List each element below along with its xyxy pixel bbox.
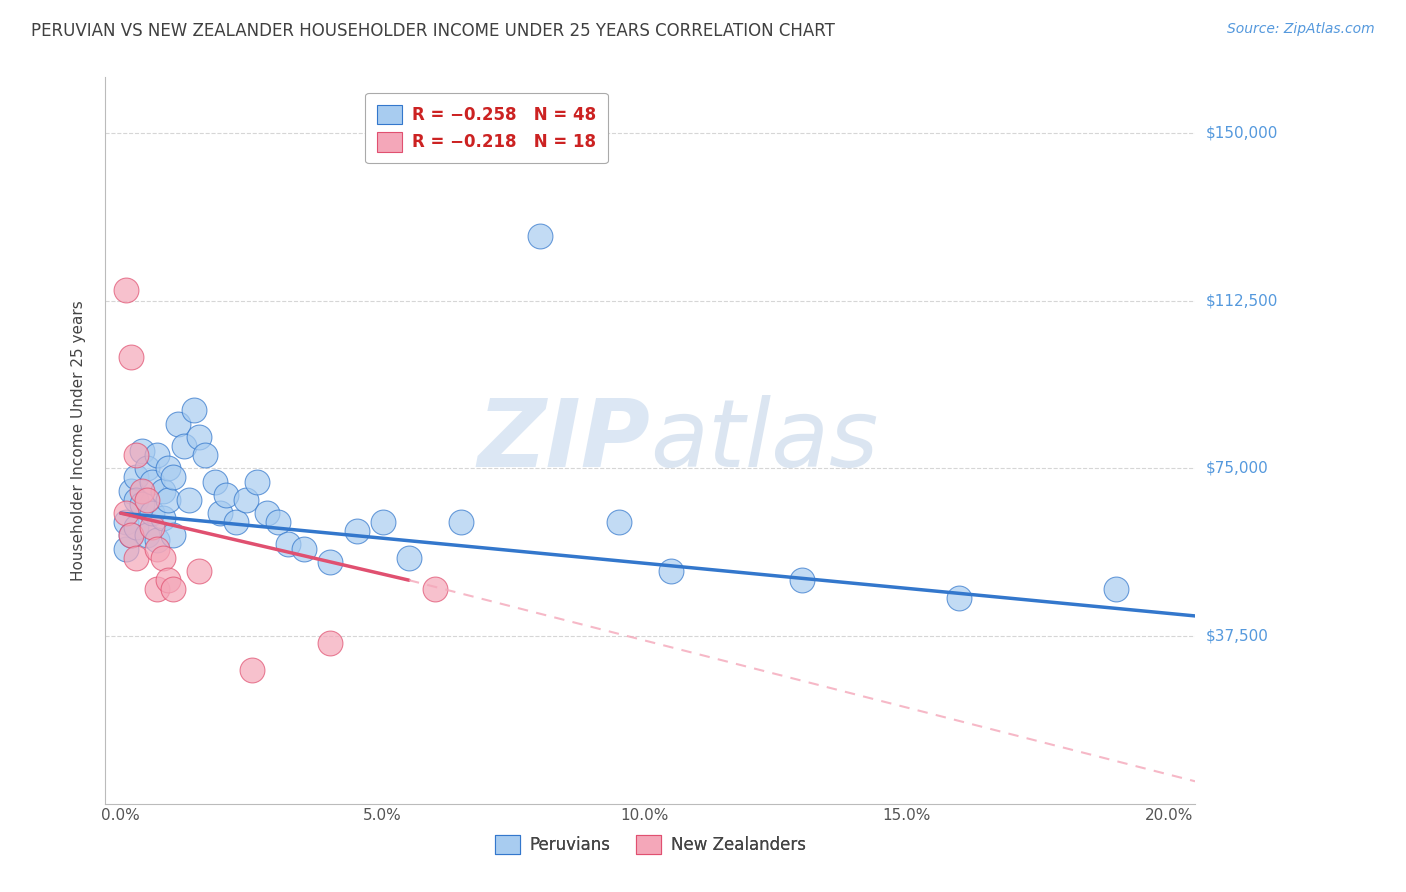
Point <box>125 448 148 462</box>
Point <box>115 506 138 520</box>
Point <box>156 461 179 475</box>
Legend: Peruvians, New Zealanders: Peruvians, New Zealanders <box>488 828 813 861</box>
Point <box>120 528 142 542</box>
Text: Source: ZipAtlas.com: Source: ZipAtlas.com <box>1227 22 1375 37</box>
Point <box>146 448 169 462</box>
Point <box>607 515 630 529</box>
Point <box>346 524 368 538</box>
Point <box>188 430 211 444</box>
Point <box>135 492 157 507</box>
Point <box>209 506 232 520</box>
Point <box>146 533 169 547</box>
Point <box>125 470 148 484</box>
Point <box>135 528 157 542</box>
Point <box>177 492 200 507</box>
Text: PERUVIAN VS NEW ZEALANDER HOUSEHOLDER INCOME UNDER 25 YEARS CORRELATION CHART: PERUVIAN VS NEW ZEALANDER HOUSEHOLDER IN… <box>31 22 835 40</box>
Point <box>659 564 682 578</box>
Point <box>204 475 226 489</box>
Point <box>120 483 142 498</box>
Point <box>115 541 138 556</box>
Point <box>790 573 813 587</box>
Point <box>141 519 163 533</box>
Point <box>267 515 290 529</box>
Point <box>183 403 205 417</box>
Point <box>120 528 142 542</box>
Point <box>214 488 236 502</box>
Point <box>156 573 179 587</box>
Point <box>152 550 174 565</box>
Point <box>152 483 174 498</box>
Point <box>225 515 247 529</box>
Point <box>948 591 970 605</box>
Point <box>188 564 211 578</box>
Point <box>319 636 342 650</box>
Point <box>162 528 184 542</box>
Point <box>131 483 153 498</box>
Point <box>115 515 138 529</box>
Point <box>292 541 315 556</box>
Point <box>162 470 184 484</box>
Point <box>398 550 420 565</box>
Point <box>319 555 342 569</box>
Text: $75,000: $75,000 <box>1206 461 1268 476</box>
Point <box>141 475 163 489</box>
Point <box>162 582 184 596</box>
Y-axis label: Householder Income Under 25 years: Householder Income Under 25 years <box>72 300 86 581</box>
Point <box>131 443 153 458</box>
Point <box>152 510 174 524</box>
Point <box>423 582 446 596</box>
Point <box>125 550 148 565</box>
Point <box>146 541 169 556</box>
Point <box>125 492 148 507</box>
Point <box>135 461 157 475</box>
Point <box>141 506 163 520</box>
Text: $112,500: $112,500 <box>1206 293 1278 309</box>
Point <box>529 229 551 244</box>
Point <box>131 497 153 511</box>
Point <box>115 283 138 297</box>
Point <box>125 519 148 533</box>
Text: $150,000: $150,000 <box>1206 126 1278 141</box>
Point <box>173 439 195 453</box>
Point <box>167 417 190 431</box>
Text: atlas: atlas <box>650 395 879 486</box>
Point <box>193 448 215 462</box>
Text: ZIP: ZIP <box>477 394 650 486</box>
Point <box>371 515 394 529</box>
Point <box>246 475 269 489</box>
Point <box>1105 582 1128 596</box>
Point <box>156 492 179 507</box>
Point <box>146 582 169 596</box>
Text: $37,500: $37,500 <box>1206 629 1270 643</box>
Point <box>450 515 472 529</box>
Point <box>240 663 263 677</box>
Point <box>235 492 257 507</box>
Point <box>256 506 278 520</box>
Point <box>277 537 299 551</box>
Point <box>120 350 142 364</box>
